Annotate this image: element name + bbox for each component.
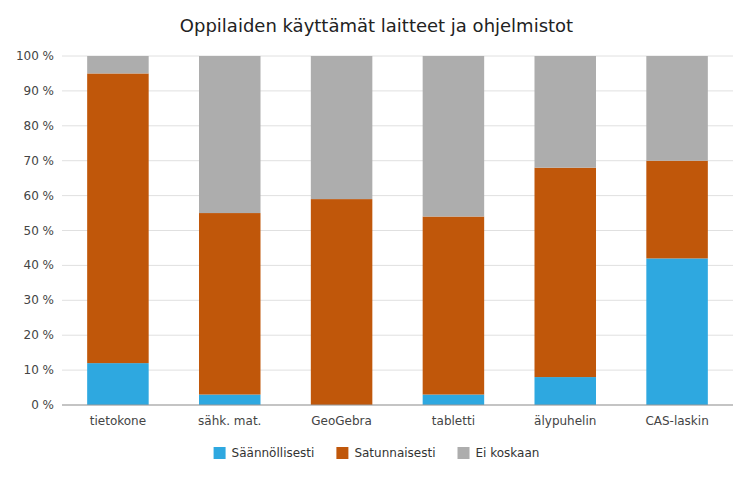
grid-line (62, 125, 733, 126)
bar-segment (534, 168, 596, 377)
bar-segment (87, 73, 149, 363)
legend-label: Satunnaisesti (354, 446, 435, 460)
bar-segment (199, 56, 261, 213)
bar-segment (423, 217, 485, 395)
y-tick-label: 70 % (24, 154, 55, 168)
x-tick-label: CAS-laskin (645, 414, 708, 428)
y-tick-label: 20 % (24, 328, 55, 342)
title: Oppilaiden käyttämät laitteet ja ohjelmi… (180, 15, 573, 36)
bar-segment (87, 363, 149, 405)
bar-segment (646, 258, 708, 405)
y-tick-label: 0 % (31, 398, 54, 412)
legend-label: Ei koskaan (476, 446, 540, 460)
bar-segment (311, 56, 373, 199)
chart: Oppilaiden käyttämät laitteet ja ohjelmi… (0, 0, 753, 483)
grid-line (62, 405, 733, 406)
grid-line (62, 230, 733, 231)
x-tick-label: tabletti (432, 414, 475, 428)
grid-line (62, 90, 733, 91)
grid-line (62, 56, 733, 57)
grid-line (62, 300, 733, 301)
bar-segment (646, 56, 708, 161)
bar-segment (87, 56, 149, 73)
legend-swatch (458, 447, 470, 459)
grid-line (62, 195, 733, 196)
bar-segment (199, 213, 261, 394)
grid-line (62, 160, 733, 161)
legend: Säännöllisesti Satunnaisesti Ei koskaan (214, 446, 540, 460)
y-tick-label: 60 % (24, 189, 55, 203)
bars (87, 56, 708, 405)
legend-swatch (214, 447, 226, 459)
bar-segment (199, 395, 261, 405)
bar-segment (646, 161, 708, 259)
grid-line (62, 370, 733, 371)
legend-item: Satunnaisesti (336, 446, 435, 460)
bar-segment (534, 377, 596, 405)
y-tick-label: 100 % (16, 49, 54, 63)
grid-line (62, 265, 733, 266)
x-tick-label: GeoGebra (311, 414, 372, 428)
y-tick-label: 50 % (24, 224, 55, 238)
y-tick-label: 90 % (24, 84, 55, 98)
y-tick-label: 80 % (24, 119, 55, 133)
grid (62, 56, 733, 405)
bar-segment (423, 56, 485, 217)
grid-line (62, 335, 733, 336)
bar-segment (311, 199, 373, 405)
x-axis-line (62, 405, 733, 406)
x-tick-label: sähk. mat. (198, 414, 261, 428)
legend-label: Säännöllisesti (232, 446, 315, 460)
bar-segment (423, 395, 485, 405)
bar-segment (534, 56, 596, 168)
legend-item: Säännöllisesti (214, 446, 315, 460)
x-tick-label: tietokone (90, 414, 146, 428)
y-tick-label: 10 % (24, 363, 55, 377)
y-tick-label: 40 % (24, 258, 55, 272)
y-tick-label: 30 % (24, 293, 55, 307)
x-tick-label: älypuhelin (534, 414, 596, 428)
legend-swatch (336, 447, 348, 459)
legend-item: Ei koskaan (458, 446, 540, 460)
